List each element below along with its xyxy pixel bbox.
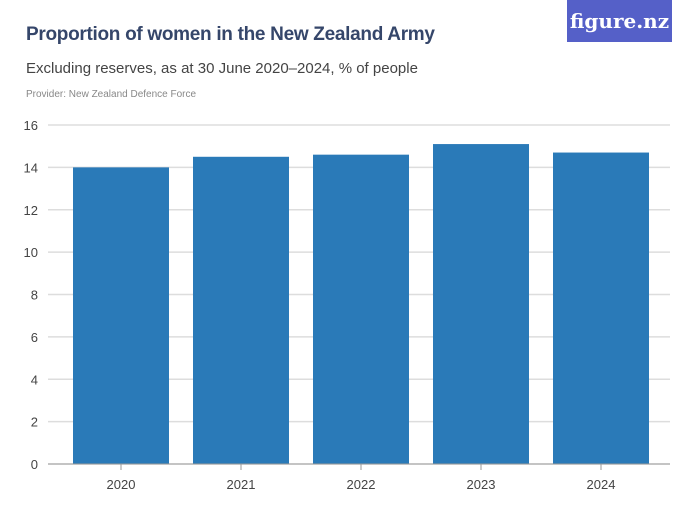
x-tick-label: 2022 bbox=[347, 477, 376, 492]
x-tick-label: 2020 bbox=[107, 477, 136, 492]
y-tick-label: 10 bbox=[24, 245, 38, 260]
x-tick-label: 2021 bbox=[227, 477, 256, 492]
y-tick-label: 6 bbox=[31, 330, 38, 345]
y-tick-label: 4 bbox=[31, 372, 38, 387]
y-tick-label: 0 bbox=[31, 457, 38, 472]
bar-2024 bbox=[553, 152, 649, 464]
bar-2023 bbox=[433, 144, 529, 464]
bar-2021 bbox=[193, 156, 289, 464]
chart-subtitle: Excluding reserves, as at 30 June 2020–2… bbox=[26, 60, 418, 77]
y-tick-label: 8 bbox=[31, 288, 38, 303]
bar-2020 bbox=[73, 167, 169, 464]
chart-title: Proportion of women in the New Zealand A… bbox=[26, 24, 435, 45]
y-tick-label: 12 bbox=[24, 203, 38, 218]
y-tick-label: 2 bbox=[31, 415, 38, 430]
provider-label: Provider: New Zealand Defence Force bbox=[26, 89, 197, 100]
bar-2022 bbox=[313, 154, 409, 464]
y-tick-label: 14 bbox=[24, 160, 38, 175]
x-tick-label: 2024 bbox=[587, 477, 616, 492]
figure-nz-logo[interactable]: figure.nz bbox=[567, 0, 672, 42]
x-tick-label: 2023 bbox=[467, 477, 496, 492]
y-tick-label: 16 bbox=[24, 118, 38, 133]
